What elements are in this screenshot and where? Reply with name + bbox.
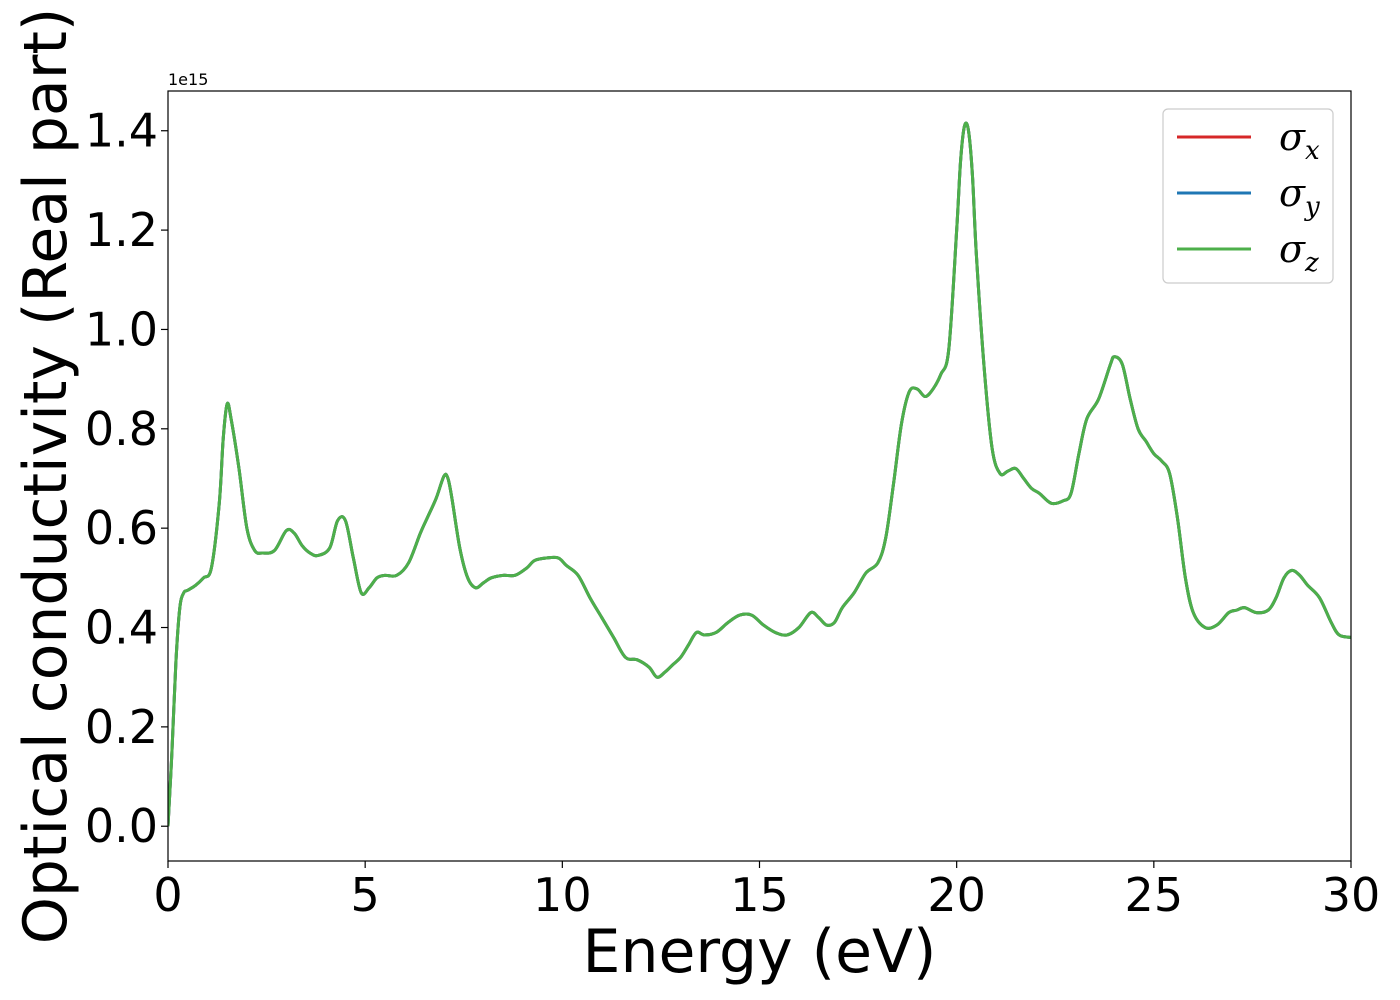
y-tick-label: 0.0	[85, 799, 158, 853]
offset-text: 1e15	[168, 70, 208, 89]
legend-label-z: σz	[1279, 227, 1319, 278]
y-tick-label: 1.0	[85, 302, 158, 356]
plot-area	[168, 91, 1351, 861]
x-tick-label: 30	[1322, 868, 1381, 922]
legend-frame	[1162, 108, 1334, 284]
series-line-z	[168, 121, 1351, 827]
y-tick-label: 1.4	[85, 104, 158, 158]
y-tick-label: 0.6	[85, 501, 158, 555]
x-tick-label: 10	[533, 868, 592, 922]
legend-label-x: σx	[1279, 115, 1320, 166]
x-tick-label: 5	[351, 868, 380, 922]
x-tick-label: 15	[730, 868, 789, 922]
legend-label-y: σy	[1279, 171, 1320, 222]
y-tick-label: 1.2	[85, 203, 158, 257]
y-axis-title: Optical conductivity (Real part)	[11, 8, 81, 945]
x-tick-label: 20	[927, 868, 986, 922]
y-tick-label: 0.4	[85, 601, 158, 655]
x-tick-label: 25	[1125, 868, 1184, 922]
y-tick-label: 0.8	[85, 402, 158, 456]
x-axis-title: Energy (eV)	[583, 917, 937, 987]
x-tick-label: 0	[153, 868, 182, 922]
y-tick-label: 0.2	[85, 700, 158, 754]
